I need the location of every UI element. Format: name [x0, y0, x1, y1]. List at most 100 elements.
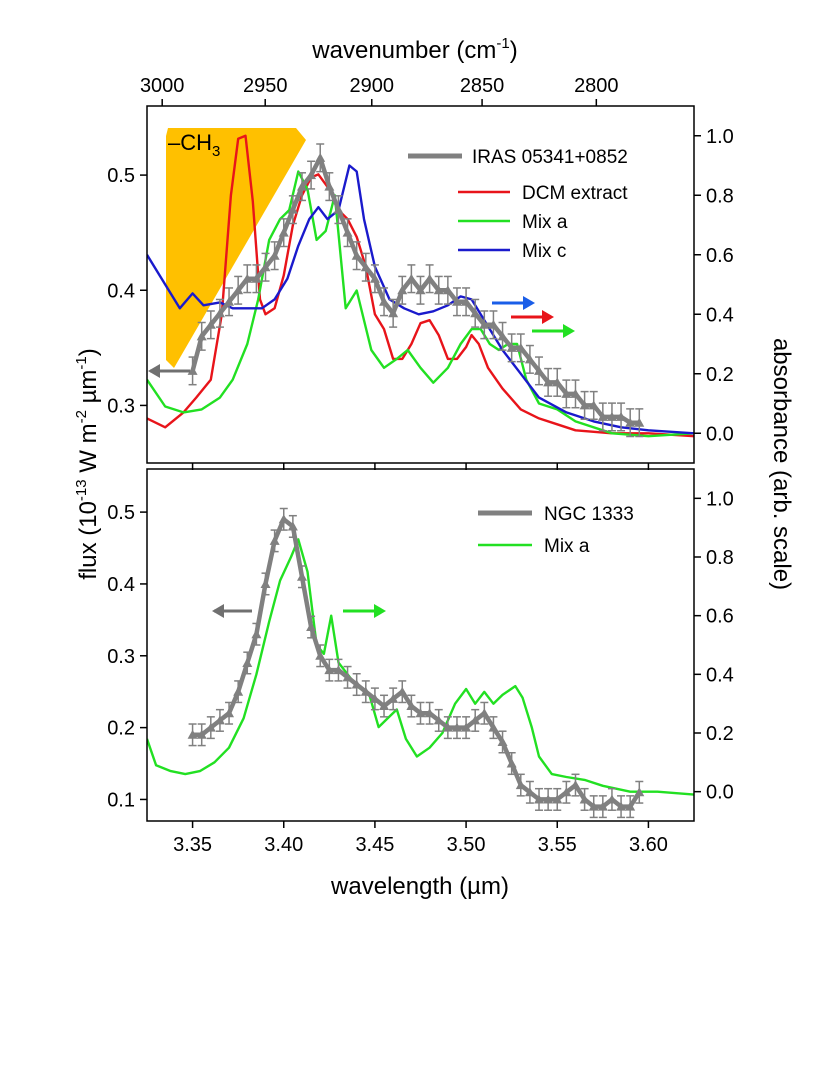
data-point	[424, 708, 435, 718]
data-point	[634, 787, 645, 797]
data-point	[415, 285, 426, 295]
data-point	[597, 411, 608, 421]
series-mix-a-line	[147, 170, 694, 438]
x-tick-label: 3.45	[355, 834, 394, 856]
data-point	[187, 365, 198, 375]
data-point	[379, 701, 390, 711]
right-y-tick-label: 1.0	[706, 488, 734, 510]
data-point	[242, 273, 253, 283]
right-y-tick-label: 0.6	[706, 245, 734, 267]
data-point	[187, 729, 198, 739]
data-point	[561, 787, 572, 797]
right-y-tick-label: 0.6	[706, 606, 734, 628]
plot-area-1	[147, 507, 694, 819]
left-y-tick-label: 0.1	[107, 789, 135, 811]
data-point	[497, 331, 508, 341]
data-point	[534, 365, 545, 375]
legend-label-mix-c: Mix c	[522, 241, 566, 262]
data-point	[260, 578, 271, 588]
data-point	[442, 722, 453, 732]
top-series-group	[147, 134, 694, 438]
left-axis-arrow-bottom	[212, 604, 252, 618]
data-point	[552, 794, 563, 804]
top-x-axis-label: wavenumber (cm-1)	[311, 35, 517, 64]
right-y-axis-label: absorbance (arb. scale)	[768, 338, 795, 590]
left-y-axis-label: flux (10-13 W m-2 µm-1)	[73, 348, 102, 580]
data-point	[260, 262, 271, 272]
left-y-tick-label: 0.4	[107, 574, 135, 596]
data-point	[442, 285, 453, 295]
data-point	[360, 262, 371, 272]
legend-label-iras: IRAS 05341+0852	[472, 147, 628, 168]
x-tick-label: 3.60	[629, 834, 668, 856]
top-legend: IRAS 05341+0852 DCM extract Mix a Mix c	[408, 147, 628, 262]
green-right-arrow-bottom	[343, 604, 386, 618]
left-y-tick-label: 0.5	[107, 502, 135, 524]
data-point	[597, 801, 608, 811]
data-point	[515, 342, 526, 352]
data-point	[506, 342, 517, 352]
data-point	[552, 377, 563, 387]
top-x-tick-label: 2800	[574, 75, 619, 97]
data-point	[315, 152, 326, 162]
data-point	[351, 679, 362, 689]
data-point	[233, 285, 244, 295]
data-point	[287, 521, 298, 531]
data-point	[369, 273, 380, 283]
data-point	[369, 693, 380, 703]
data-point	[224, 296, 235, 306]
data-point	[579, 794, 590, 804]
left-y-tick-label: 0.5	[107, 165, 135, 187]
data-point	[388, 693, 399, 703]
ch3-annotation: –CH3	[168, 130, 220, 160]
data-point	[269, 535, 280, 545]
top-panel: –CH3 IRAS 05341+0852 DCM extract Mix a	[107, 35, 734, 470]
bottom-axis-ticks: 3.35 3.40 3.45 3.50 3.55 3.60 0.1 0.2 0.3 0.4 0.5 0…	[107, 488, 734, 856]
data-point	[543, 794, 554, 804]
right-y-tick-label: 0.2	[706, 723, 734, 745]
series-mix-c-line	[147, 164, 694, 435]
data-point	[524, 354, 535, 364]
right-y-tick-label: 0.4	[706, 304, 734, 326]
data-point	[606, 411, 617, 421]
data-point	[224, 708, 235, 718]
left-y-tick-label: 0.3	[107, 395, 135, 417]
data-point	[351, 250, 362, 260]
series-mix-a-line	[147, 538, 694, 796]
data-point	[451, 296, 462, 306]
blue-right-arrow	[492, 296, 535, 310]
data-point	[324, 181, 335, 191]
data-point	[269, 250, 280, 260]
bottom-panel: NGC 1333 Mix a 3.35 3.40 3.45 3.50 3.55 3.60 0…	[107, 468, 734, 900]
data-point	[479, 319, 490, 329]
left-y-tick-label: 0.2	[107, 718, 135, 740]
right-y-tick-label: 0.0	[706, 782, 734, 804]
data-point	[342, 227, 353, 237]
data-point	[470, 308, 481, 318]
data-point	[242, 657, 253, 667]
series-ngc-1333-markers	[187, 514, 645, 811]
data-point	[196, 729, 207, 739]
data-point	[333, 204, 344, 214]
data-point	[406, 701, 417, 711]
right-y-tick-label: 0.8	[706, 185, 734, 207]
data-point	[324, 665, 335, 675]
top-x-tick-label: 2900	[350, 75, 395, 97]
legend-label-ngc: NGC 1333	[544, 504, 634, 525]
top-x-tick-label: 2850	[460, 75, 505, 97]
left-y-tick-label: 0.3	[107, 646, 135, 668]
plot-area-0	[147, 134, 694, 438]
data-point	[470, 715, 481, 725]
data-point	[205, 319, 216, 329]
data-point	[543, 377, 554, 387]
green-right-arrow-top	[532, 324, 575, 338]
data-point	[306, 622, 317, 632]
data-point	[205, 722, 216, 732]
data-point	[296, 571, 307, 581]
data-point	[406, 273, 417, 283]
top-x-tick-label: 3000	[140, 75, 185, 97]
data-point	[214, 308, 225, 318]
data-point	[278, 227, 289, 237]
data-point	[214, 715, 225, 725]
top-x-tick-label: 2950	[243, 75, 288, 97]
